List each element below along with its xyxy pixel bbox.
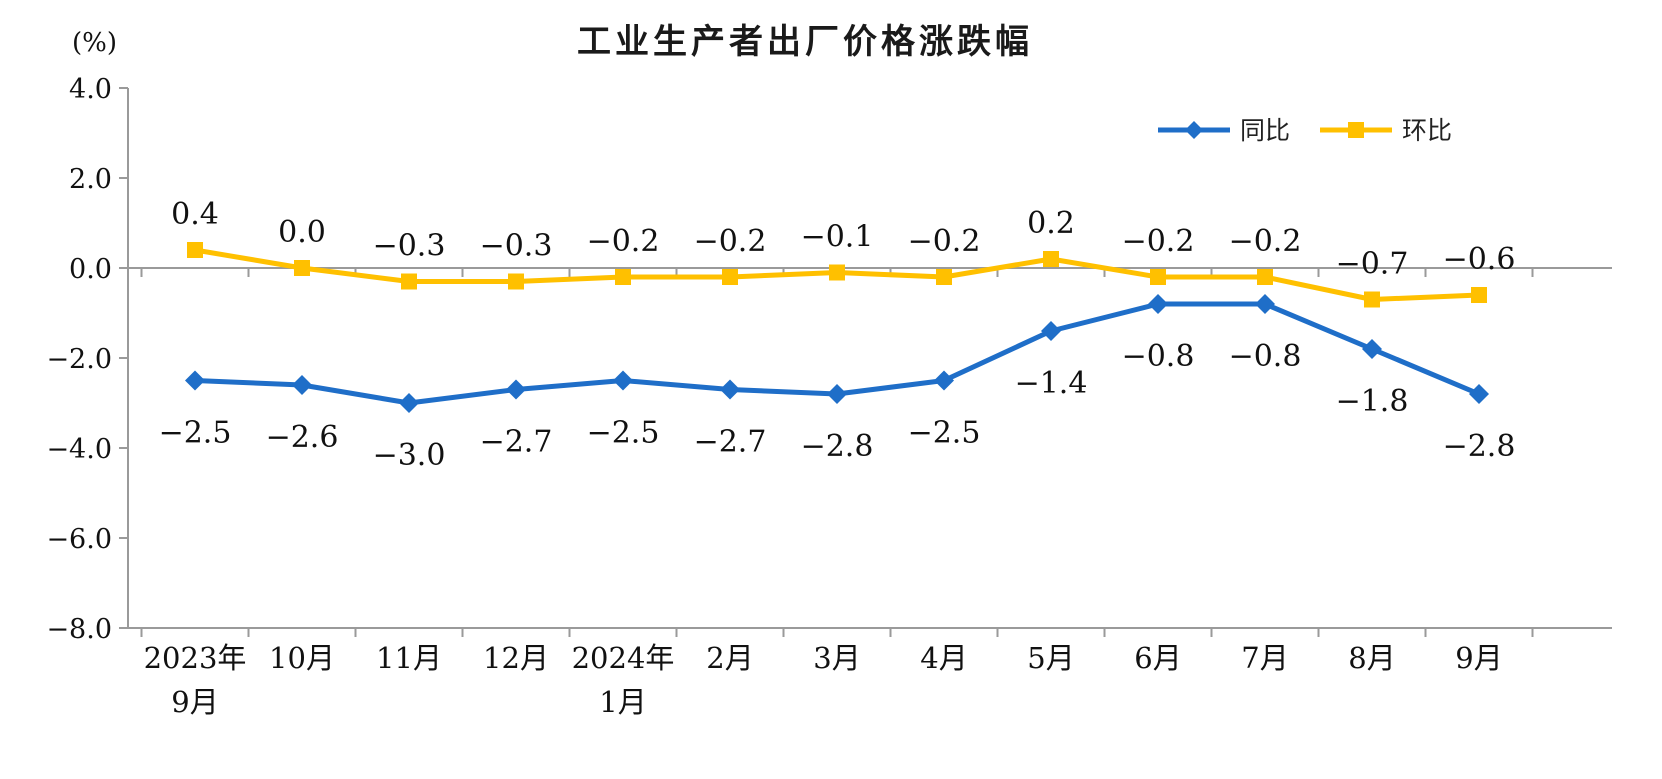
data-label: −2.5 <box>908 416 981 451</box>
diamond-marker <box>1469 384 1489 404</box>
data-label: −0.2 <box>694 224 767 259</box>
y-tick-label: −6.0 <box>46 524 112 555</box>
diamond-marker <box>934 370 954 391</box>
data-label: −2.7 <box>480 425 553 460</box>
diamond-marker <box>506 379 526 400</box>
data-label: −0.8 <box>1122 339 1195 374</box>
x-tick-label: 8月 <box>1348 641 1395 675</box>
data-label: −0.2 <box>1229 224 1302 259</box>
diamond-marker <box>613 370 633 391</box>
x-tick-label: 3月 <box>813 641 860 675</box>
y-tick-label: −4.0 <box>46 434 112 465</box>
x-tick-label: 6月 <box>1134 641 1181 675</box>
diamond-marker <box>185 370 205 391</box>
y-tick-label: −2.0 <box>46 344 112 375</box>
x-tick-label: 2月 <box>706 641 753 675</box>
x-tick-label: 12月 <box>483 641 549 675</box>
square-marker <box>1257 269 1273 285</box>
square-marker <box>1150 269 1166 285</box>
diamond-marker <box>1148 294 1168 314</box>
diamond-marker <box>1362 339 1382 359</box>
square-marker <box>401 273 417 290</box>
data-label: −2.5 <box>159 416 232 451</box>
x-tick-label: 7月 <box>1241 641 1288 675</box>
square-marker <box>829 264 845 281</box>
square-marker <box>615 269 631 285</box>
data-label: 0.0 <box>278 215 326 250</box>
square-marker <box>187 242 203 258</box>
legend-item-环比: 环比 <box>1320 116 1452 145</box>
data-label: −0.2 <box>587 224 660 259</box>
legend-item-同比: 同比 <box>1158 116 1290 145</box>
data-label: −1.4 <box>1015 366 1088 401</box>
y-tick-label: 2.0 <box>69 164 112 195</box>
y-tick-label: −8.0 <box>46 614 112 645</box>
diamond-marker <box>1041 321 1061 341</box>
data-label: −3.0 <box>373 438 446 473</box>
x-tick-label: 2023年 9月 <box>144 641 247 719</box>
data-label: −2.7 <box>694 425 767 460</box>
y-axis-unit-label: (%) <box>72 28 117 58</box>
data-label: −0.1 <box>801 220 874 255</box>
legend-diamond-marker <box>1185 121 1203 139</box>
square-marker <box>722 269 738 285</box>
data-label: −0.7 <box>1336 247 1409 282</box>
data-label: −2.8 <box>1443 429 1516 464</box>
data-label: −0.6 <box>1443 242 1516 277</box>
x-tick-label: 10月 <box>269 641 335 675</box>
square-marker <box>1471 287 1487 303</box>
legend-label: 同比 <box>1240 116 1290 145</box>
x-tick-label: 2024年 1月 <box>572 641 675 719</box>
square-marker <box>294 260 310 276</box>
data-label: −2.5 <box>587 416 660 451</box>
y-tick-label: 4.0 <box>69 74 112 105</box>
data-label: −2.8 <box>801 429 874 464</box>
square-marker <box>1043 251 1059 267</box>
diamond-marker <box>827 384 847 404</box>
diamond-marker <box>1255 294 1275 314</box>
data-label: −0.2 <box>1122 224 1195 259</box>
y-tick-label: 0.0 <box>69 254 112 285</box>
data-label: −2.6 <box>266 420 339 455</box>
data-label: −0.8 <box>1229 339 1302 374</box>
data-label: 0.4 <box>171 197 219 232</box>
x-tick-label: 11月 <box>376 641 442 675</box>
diamond-marker <box>399 393 419 413</box>
diamond-marker <box>292 375 312 395</box>
x-tick-label: 9月 <box>1455 641 1502 675</box>
square-marker <box>508 273 524 290</box>
data-label: −0.2 <box>908 224 981 259</box>
data-label: −0.3 <box>373 229 446 264</box>
data-label: 0.2 <box>1027 206 1075 241</box>
data-label: −1.8 <box>1336 384 1409 419</box>
x-tick-label: 5月 <box>1027 641 1074 675</box>
square-marker <box>936 269 952 285</box>
data-label: −0.3 <box>480 229 553 264</box>
chart-title: 工业生产者出厂价格涨跌幅 <box>577 22 1033 62</box>
x-tick-label: 4月 <box>920 641 967 675</box>
square-marker <box>1364 291 1380 308</box>
diamond-marker <box>720 379 740 400</box>
legend-label: 环比 <box>1402 116 1452 145</box>
legend-square-marker <box>1348 122 1364 138</box>
